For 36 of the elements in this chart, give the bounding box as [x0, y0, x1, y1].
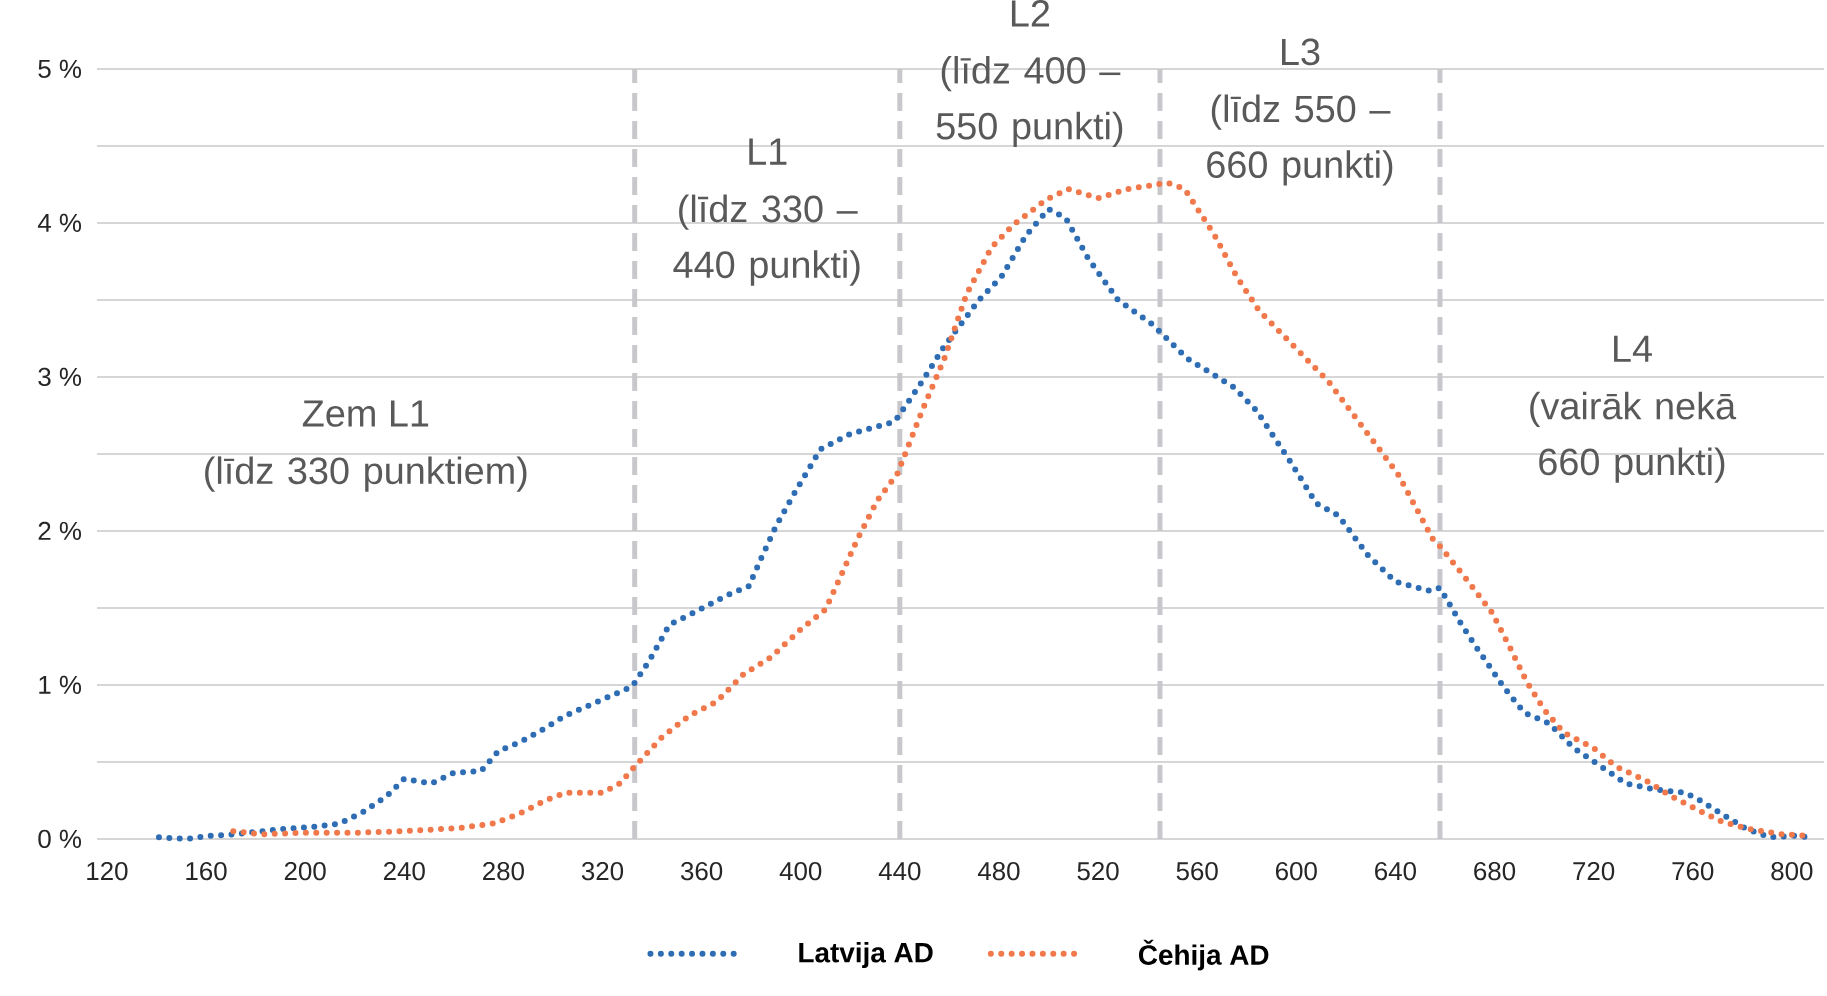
x-tick-label: 680	[1474, 861, 1516, 881]
x-tick-label: 800	[1771, 861, 1813, 881]
annotation: (vairāk nekā 660 punkti)	[1530, 391, 1737, 483]
legend-label: Latvija AD	[799, 942, 933, 969]
x-tick-label: 320	[581, 861, 624, 881]
annotation: (līdz 400 – 550 punkti)	[936, 56, 1123, 148]
y-tick-label: 3 %	[38, 367, 82, 387]
y-tick-label: 2 %	[38, 521, 82, 541]
x-tick-label: 360	[680, 861, 723, 881]
annotation: L1	[749, 138, 787, 165]
annotation: (līdz 550 – 660 punkti)	[1207, 94, 1393, 186]
text: L3	[1282, 38, 1320, 66]
x-tick-label: 440	[878, 861, 921, 881]
annotation: (līdz 330 punktiem)	[205, 456, 527, 492]
y-tick-label: 0 %	[38, 829, 82, 849]
legend-label: Čehija AD	[1138, 939, 1269, 971]
x-tick-label: 400	[779, 861, 822, 881]
x-tick-label: 200	[284, 861, 326, 881]
y-tick-label: 4 %	[37, 213, 82, 232]
x-tick-label: 240	[383, 861, 425, 881]
x-tick-label: 600	[1275, 861, 1317, 881]
x-tick-label: 120	[87, 861, 128, 881]
x-tick-label: 520	[1077, 861, 1119, 881]
x-tick-label: 280	[483, 861, 524, 881]
text: L2	[1011, 0, 1050, 27]
annotation: (līdz 330 – 440 punkti)	[673, 194, 860, 286]
x-tick-label: 720	[1573, 861, 1615, 881]
x-tick-label: 640	[1375, 861, 1416, 881]
annotation: L4	[1614, 335, 1652, 362]
x-tick-label: 560	[1176, 861, 1218, 881]
x-tick-label: 760	[1672, 861, 1714, 881]
annotation: Zem L1	[302, 400, 429, 427]
x-tick-label: 480	[977, 861, 1020, 881]
y-tick-label: 1 %	[39, 675, 82, 694]
x-tick-label: 160	[186, 861, 227, 881]
y-tick-label: 5 %	[38, 59, 82, 79]
